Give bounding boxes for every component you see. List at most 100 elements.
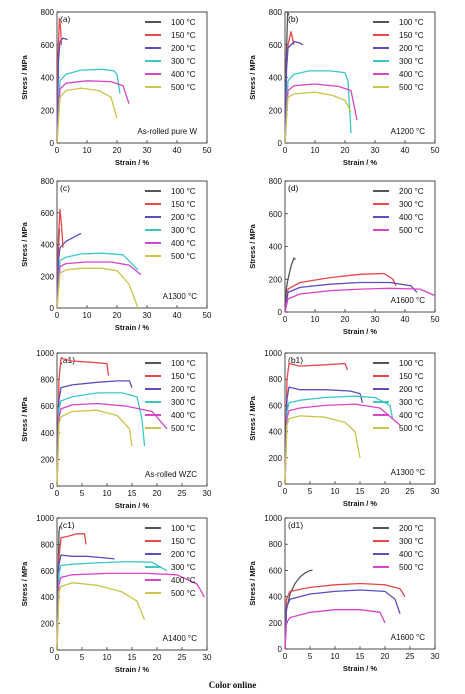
x-tick-label: 15 bbox=[128, 653, 137, 662]
x-tick-label: 30 bbox=[143, 311, 152, 320]
y-tick-label: 0 bbox=[278, 645, 283, 654]
x-axis-label: Strain / % bbox=[343, 664, 378, 673]
legend-label: 300 °C bbox=[399, 398, 424, 407]
series-line bbox=[56, 402, 168, 487]
series-line bbox=[56, 582, 146, 651]
y-tick-label: 400 bbox=[269, 74, 283, 83]
legend-label: 400 °C bbox=[399, 70, 424, 79]
legend-label: 300 °C bbox=[399, 57, 424, 66]
series-line bbox=[284, 91, 352, 144]
legend-label: 200 °C bbox=[171, 44, 196, 53]
y-tick-label: 200 bbox=[41, 455, 55, 464]
x-tick-label: 5 bbox=[80, 489, 85, 498]
y-axis-label: Stress / MPa bbox=[20, 221, 29, 266]
chart-panel: 0 10 20 30 40 50 0 200 400 600 800 Strain / % Stress… bbox=[20, 8, 212, 167]
x-tick-label: 15 bbox=[128, 489, 137, 498]
y-tick-label: 200 bbox=[269, 619, 283, 628]
y-axis-label: Stress / MPa bbox=[248, 223, 257, 268]
panel-label: (b1) bbox=[288, 355, 303, 365]
legend-label: 200 °C bbox=[399, 385, 424, 394]
y-tick-label: 400 bbox=[41, 74, 55, 83]
panel-label: (c1) bbox=[60, 520, 75, 530]
x-tick-label: 20 bbox=[381, 487, 390, 496]
panel-label: (d) bbox=[288, 183, 299, 193]
x-tick-label: 40 bbox=[401, 146, 410, 155]
x-tick-label: 10 bbox=[311, 146, 320, 155]
y-tick-label: 800 bbox=[269, 177, 283, 186]
series-line bbox=[56, 560, 168, 651]
series-line bbox=[284, 362, 349, 485]
x-tick-label: 5 bbox=[80, 653, 85, 662]
y-tick-label: 200 bbox=[269, 454, 283, 463]
chart-panel: 0 10 20 30 40 50 0 200 400 600 800 Strain / % Stress… bbox=[20, 177, 212, 332]
panel-label: (a) bbox=[60, 14, 71, 24]
legend-label: 500 °C bbox=[399, 424, 424, 433]
panel-annotation: As-rolled pure W bbox=[137, 127, 197, 136]
y-tick-label: 800 bbox=[269, 540, 283, 549]
series-line bbox=[284, 83, 358, 144]
y-axis-label: Stress / MPa bbox=[20, 396, 29, 441]
y-tick-label: 600 bbox=[269, 566, 283, 575]
legend-label: 500 °C bbox=[171, 252, 196, 261]
series-line bbox=[56, 261, 142, 309]
y-tick-label: 600 bbox=[269, 401, 283, 410]
series-line bbox=[56, 37, 68, 144]
x-tick-label: 20 bbox=[341, 146, 350, 155]
legend-label: 300 °C bbox=[399, 200, 424, 209]
x-tick-label: 10 bbox=[331, 487, 340, 496]
x-tick-label: 30 bbox=[143, 146, 152, 155]
legend-label: 150 °C bbox=[171, 31, 196, 40]
series-line bbox=[56, 380, 133, 487]
x-tick-label: 30 bbox=[431, 487, 440, 496]
series-line bbox=[56, 232, 82, 309]
x-tick-label: 0 bbox=[55, 146, 60, 155]
x-tick-label: 40 bbox=[401, 315, 410, 324]
panel-annotation: As-rolled WZC bbox=[145, 470, 197, 479]
x-tick-label: 20 bbox=[153, 489, 162, 498]
y-tick-label: 400 bbox=[269, 243, 283, 252]
panel-annotation: A1600 °C bbox=[391, 633, 426, 642]
y-tick-label: 1000 bbox=[264, 514, 282, 523]
series-line bbox=[284, 281, 418, 313]
series-line bbox=[284, 257, 296, 313]
panel-annotation: A1300 °C bbox=[391, 468, 426, 477]
y-tick-label: 0 bbox=[50, 482, 55, 491]
y-axis-label: Stress / MPa bbox=[248, 54, 257, 99]
x-tick-label: 0 bbox=[283, 146, 288, 155]
legend-label: 200 °C bbox=[171, 550, 196, 559]
series-line bbox=[56, 533, 87, 651]
x-tick-label: 10 bbox=[83, 146, 92, 155]
x-tick-label: 15 bbox=[356, 652, 365, 661]
x-axis-label: Strain / % bbox=[115, 665, 150, 674]
series-line bbox=[284, 589, 401, 650]
x-tick-label: 40 bbox=[173, 311, 182, 320]
x-tick-label: 10 bbox=[103, 653, 112, 662]
x-tick-label: 0 bbox=[55, 311, 60, 320]
y-tick-label: 0 bbox=[50, 304, 55, 313]
x-tick-label: 10 bbox=[331, 652, 340, 661]
legend-label: 300 °C bbox=[171, 563, 196, 572]
legend-label: 150 °C bbox=[399, 31, 424, 40]
panel-annotation: A1400 °C bbox=[163, 634, 198, 643]
legend-label: 400 °C bbox=[171, 576, 196, 585]
legend-label: 150 °C bbox=[171, 372, 196, 381]
y-tick-label: 1000 bbox=[264, 349, 282, 358]
x-tick-label: 30 bbox=[371, 315, 380, 324]
x-tick-label: 0 bbox=[55, 653, 60, 662]
y-tick-label: 400 bbox=[41, 593, 55, 602]
series-line bbox=[284, 272, 397, 313]
series-line bbox=[284, 415, 361, 485]
chart-panel: 0 10 20 30 40 50 0 200 400 600 800 Strain / % Stress… bbox=[248, 177, 440, 336]
legend-label: 150 °C bbox=[399, 372, 424, 381]
y-tick-label: 200 bbox=[41, 272, 55, 281]
chart-panel: 0 5 10 15 20 25 30 0 200 400 600 800 1000 Strain / % S… bbox=[248, 514, 440, 673]
series-line bbox=[56, 392, 146, 487]
legend-label: 100 °C bbox=[171, 187, 196, 196]
y-tick-label: 200 bbox=[41, 620, 55, 629]
x-tick-label: 10 bbox=[103, 489, 112, 498]
y-axis-label: Stress / MPa bbox=[20, 561, 29, 606]
legend-label: 300 °C bbox=[171, 398, 196, 407]
legend-label: 500 °C bbox=[171, 589, 196, 598]
x-axis-label: Strain / % bbox=[115, 323, 150, 332]
